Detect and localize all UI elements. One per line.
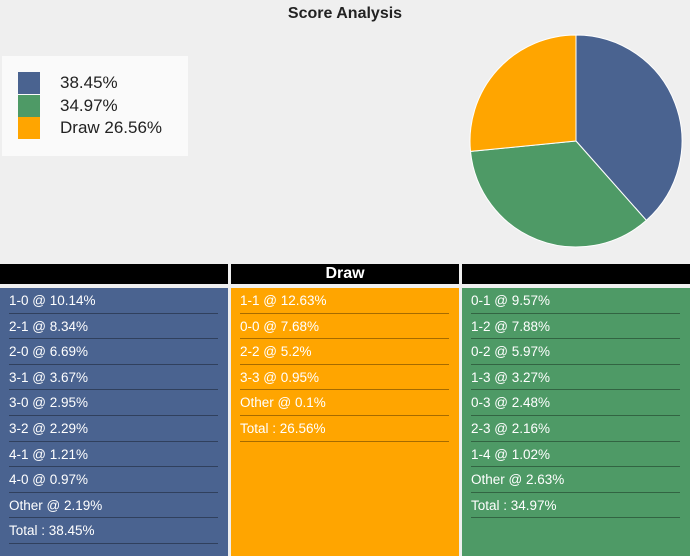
- legend: 38.45% 34.97% Draw 26.56%: [2, 56, 188, 156]
- score-row: 0-2 @ 5.97%: [462, 339, 690, 365]
- score-row: 3-1 @ 3.67%: [0, 365, 228, 391]
- score-row: 3-3 @ 0.95%: [231, 365, 459, 391]
- score-row: 4-0 @ 0.97%: [0, 467, 228, 493]
- score-row: 1-1 @ 12.63%: [231, 288, 459, 314]
- score-row: 1-0 @ 10.14%: [0, 288, 228, 314]
- score-row: 3-0 @ 2.95%: [0, 390, 228, 416]
- score-row: 2-3 @ 2.16%: [462, 416, 690, 442]
- score-row: Total : 26.56%: [231, 416, 459, 442]
- away-score-column: 0-1 @ 9.57% 1-2 @ 7.88% 0-2 @ 5.97% 1-3 @ 3…: [462, 288, 690, 556]
- score-row: Total : 34.97%: [462, 493, 690, 519]
- draw-column-header: Draw: [231, 264, 459, 284]
- score-row: 2-1 @ 8.34%: [0, 314, 228, 340]
- score-row: 0-3 @ 2.48%: [462, 390, 690, 416]
- legend-item-away: 34.97%: [18, 95, 118, 117]
- score-row: 1-3 @ 3.27%: [462, 365, 690, 391]
- pie-slice-away: [469, 140, 648, 248]
- score-row: 0-1 @ 9.57%: [462, 288, 690, 314]
- legend-swatch-draw: [18, 117, 40, 139]
- score-row: 3-2 @ 2.29%: [0, 416, 228, 442]
- pie-chart: [469, 34, 683, 248]
- score-row: Other @ 2.19%: [0, 493, 228, 519]
- legend-label-draw: Draw 26.56%: [60, 118, 163, 137]
- score-row: 4-1 @ 1.21%: [0, 442, 228, 468]
- draw-score-column: 1-1 @ 12.63% 0-0 @ 7.68% 2-2 @ 5.2% 3-3 @ 0…: [231, 288, 459, 556]
- score-row: 0-0 @ 7.68%: [231, 314, 459, 340]
- legend-item-home: 38.45%: [18, 72, 118, 94]
- away-column-header: [462, 264, 690, 284]
- score-row: 2-0 @ 6.69%: [0, 339, 228, 365]
- legend-label-away: 34.97%: [60, 96, 118, 115]
- score-row: Other @ 2.63%: [462, 467, 690, 493]
- legend-label-home: 38.45%: [60, 73, 118, 92]
- chart-title: Score Analysis: [287, 5, 403, 22]
- pie-slice-home: [575, 34, 683, 222]
- score-row: 1-4 @ 1.02%: [462, 442, 690, 468]
- score-row: 2-2 @ 5.2%: [231, 339, 459, 365]
- legend-swatch-home: [18, 72, 40, 94]
- pie-slice-draw: [469, 34, 577, 152]
- score-row: 1-2 @ 7.88%: [462, 314, 690, 340]
- score-row: Total : 38.45%: [0, 518, 228, 544]
- legend-swatch-away: [18, 95, 40, 117]
- score-row: Other @ 0.1%: [231, 390, 459, 416]
- legend-item-draw: Draw 26.56%: [18, 117, 162, 139]
- home-column-header: [0, 264, 228, 284]
- home-score-column: 1-0 @ 10.14% 2-1 @ 8.34% 2-0 @ 6.69% 3-1 @ …: [0, 288, 228, 556]
